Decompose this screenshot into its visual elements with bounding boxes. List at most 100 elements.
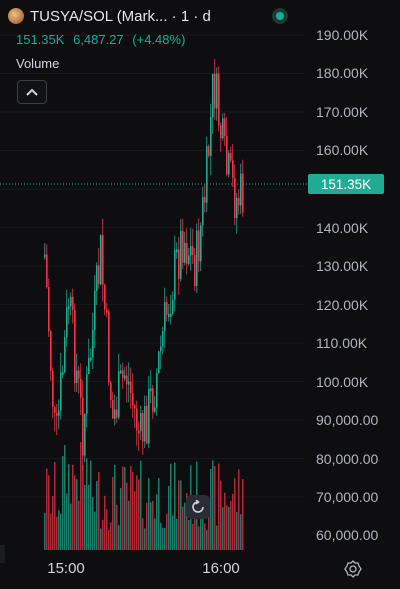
- candle-body: [116, 409, 118, 418]
- volume-bar: [110, 522, 112, 550]
- volume-bar: [118, 525, 120, 550]
- candle-body: [166, 302, 168, 315]
- candle-body: [142, 413, 144, 442]
- candle-body: [126, 375, 128, 385]
- volume-bar: [130, 465, 132, 550]
- volume-bar: [186, 493, 188, 550]
- candle-body: [86, 374, 88, 414]
- price-tick: 130.00K: [316, 258, 369, 274]
- candle-body: [174, 250, 176, 300]
- price-change: 6,487.27: [73, 32, 124, 47]
- volume-bar: [86, 458, 88, 550]
- candle-body: [230, 153, 232, 161]
- volume-bar: [144, 528, 146, 550]
- volume-bar: [138, 479, 140, 550]
- volume-bar: [192, 523, 194, 550]
- volume-bar: [46, 468, 48, 550]
- volume-bar: [172, 515, 174, 550]
- volume-bar: [216, 525, 218, 550]
- gear-icon[interactable]: [344, 560, 362, 578]
- price-tick: 160.00K: [316, 142, 369, 158]
- volume-bar: [182, 506, 184, 550]
- candle-body: [46, 254, 48, 288]
- price-summary: 151.35K 6,487.27 (+4.48%): [16, 32, 190, 47]
- volume-bar: [224, 492, 226, 550]
- volume-bar: [80, 442, 82, 550]
- candle-body: [134, 405, 136, 409]
- volume-bar: [62, 455, 64, 550]
- candle-body: [236, 197, 238, 218]
- price-tick: 80,000.00: [316, 451, 379, 467]
- candle-body: [148, 389, 150, 444]
- price-tick: 70,000.00: [316, 489, 379, 505]
- volume-bar: [108, 529, 110, 550]
- candle-body: [74, 310, 76, 384]
- candle-body: [228, 153, 230, 175]
- volume-bar: [160, 522, 162, 550]
- volume-bar: [174, 462, 176, 550]
- price-tick: 110.00K: [316, 335, 368, 351]
- volume-bar: [180, 480, 182, 550]
- price-change-percent: (+4.48%): [132, 32, 186, 47]
- price-tick: 60,000.00: [316, 527, 379, 543]
- volume-bar: [48, 475, 50, 550]
- volume-bar: [126, 482, 128, 550]
- candle-body: [222, 118, 224, 139]
- candle-body: [234, 177, 236, 218]
- volume-bar: [206, 529, 208, 550]
- price-tick: 170.00K: [316, 104, 369, 120]
- volume-bar: [54, 462, 56, 550]
- volume-bar: [94, 511, 96, 550]
- volume-bar: [166, 513, 168, 550]
- volume-bar: [154, 518, 156, 550]
- candle-body: [178, 249, 180, 279]
- candle-body: [118, 371, 120, 418]
- volume-bar: [70, 503, 72, 550]
- candle-body: [216, 73, 218, 109]
- price-tick: 90,000.00: [316, 412, 379, 428]
- price-tick: 100.00K: [316, 374, 369, 390]
- volume-bar: [132, 471, 134, 550]
- volume-bar: [140, 460, 142, 550]
- volume-bar: [92, 497, 94, 550]
- side-panel-handle[interactable]: [0, 545, 5, 563]
- volume-bar: [184, 502, 186, 550]
- candle-body: [108, 311, 110, 383]
- candle-body: [44, 254, 46, 258]
- volume-bar: [114, 464, 116, 550]
- candle-body: [94, 290, 96, 331]
- volume-bar: [68, 464, 70, 550]
- volume-bar: [222, 507, 224, 550]
- volume-bar: [158, 478, 160, 550]
- candle-body: [160, 346, 162, 352]
- volume-bar: [100, 528, 102, 550]
- volume-bar: [78, 500, 80, 550]
- candle-body: [238, 197, 240, 206]
- candle-body: [110, 382, 112, 400]
- volume-bar: [228, 506, 230, 550]
- reset-chart-button[interactable]: [186, 495, 210, 519]
- volume-bar: [214, 466, 216, 550]
- candle-body: [76, 370, 78, 384]
- candle-body: [50, 331, 52, 371]
- volume-bar: [146, 502, 148, 550]
- volume-bar: [76, 479, 78, 550]
- candle-body: [92, 330, 94, 358]
- candle-body: [188, 255, 190, 264]
- candle-body: [196, 230, 198, 286]
- volume-bar: [142, 518, 144, 550]
- volume-bar: [72, 464, 74, 550]
- chart-header: TUSYA/SOL (Mark... · 1 · d: [8, 5, 270, 27]
- candle-body: [170, 313, 172, 317]
- volume-bar: [56, 516, 58, 550]
- price-axis[interactable]: 190.00K 180.00K 170.00K 160.00K 140.00K …: [316, 0, 400, 560]
- candle-body: [214, 73, 216, 109]
- candle-body: [136, 408, 138, 431]
- collapse-indicators-button[interactable]: [17, 80, 47, 104]
- candle-body: [72, 296, 74, 311]
- candle-body: [200, 225, 202, 262]
- candle-body: [84, 413, 86, 456]
- symbol-title[interactable]: TUSYA/SOL (Mark... · 1 · d: [30, 7, 211, 25]
- volume-bar: [194, 512, 196, 550]
